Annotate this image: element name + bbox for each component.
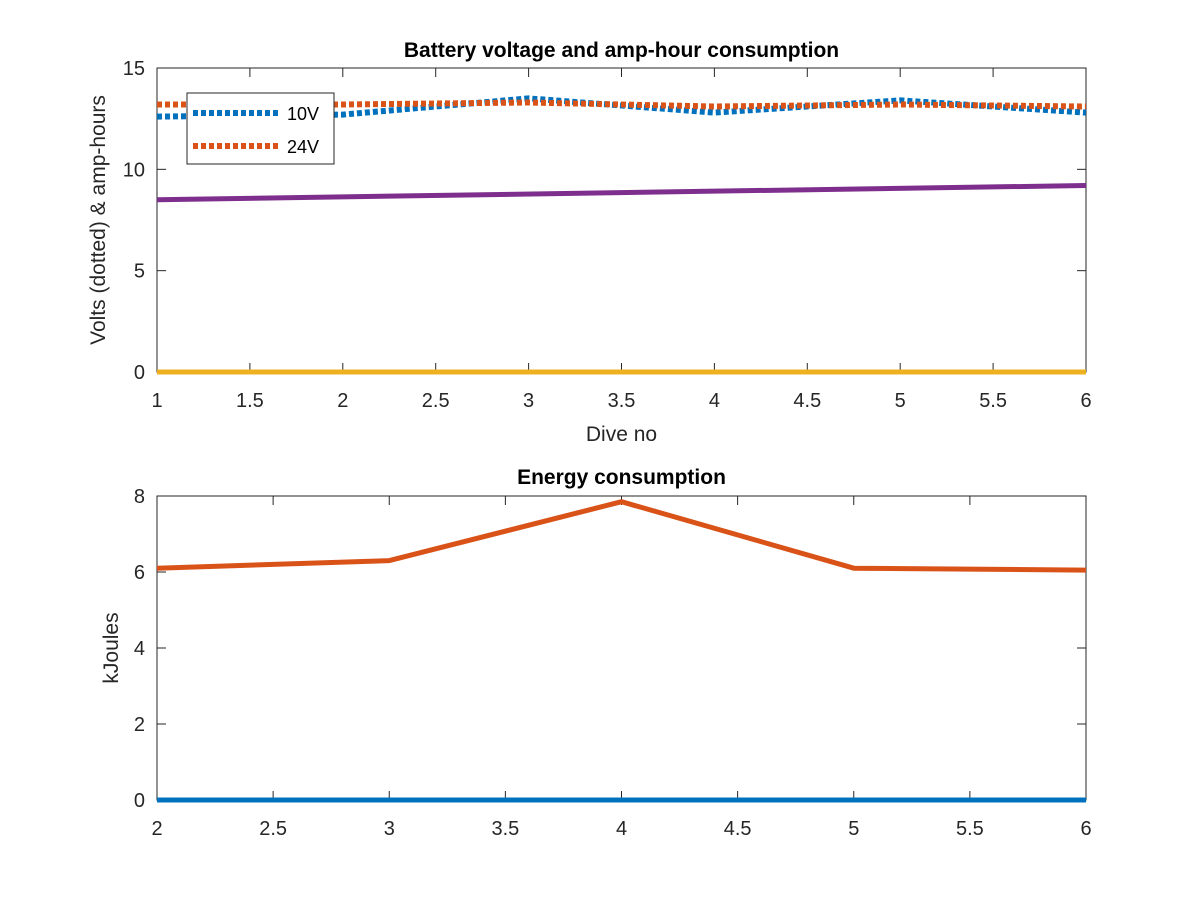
x-tick-label: 2.5 bbox=[422, 390, 450, 412]
x-tick-label: 1.5 bbox=[236, 390, 264, 412]
x-tick-label: 4 bbox=[709, 390, 720, 412]
x-tick-label: 3 bbox=[523, 390, 534, 412]
x-tick-label: 5 bbox=[895, 390, 906, 412]
x-tick-label: 4 bbox=[616, 818, 627, 840]
x-tick-label: 4.5 bbox=[724, 818, 752, 840]
x-tick-label: 6 bbox=[1080, 818, 1091, 840]
series-line-0 bbox=[156, 499, 1087, 573]
y-tick-label: 4 bbox=[134, 638, 145, 660]
y-axis-label: kJoules bbox=[100, 612, 123, 683]
y-tick-label: 2 bbox=[134, 714, 145, 736]
x-tick-label: 2 bbox=[151, 818, 162, 840]
energy-chart-title: Energy consumption bbox=[517, 466, 726, 489]
x-tick-label: 6 bbox=[1080, 390, 1091, 412]
y-tick-label: 8 bbox=[134, 486, 145, 508]
y-tick-label: 5 bbox=[134, 261, 145, 283]
x-tick-label: 5 bbox=[848, 818, 859, 840]
legend: 10V 24V bbox=[186, 92, 335, 165]
y-tick-label: 0 bbox=[134, 790, 145, 812]
battery-chart-title: Battery voltage and amp-hour consumption bbox=[404, 39, 839, 62]
legend-box bbox=[186, 92, 335, 165]
y-tick-label: 10 bbox=[123, 159, 145, 181]
x-tick-label: 4.5 bbox=[793, 390, 821, 412]
y-axis-label: Volts (dotted) & amp-hours bbox=[87, 95, 110, 345]
x-axis-label: Dive no bbox=[586, 423, 657, 446]
battery-voltage-plot: 1 1.5 2 2.5 3 3.5 4 4.5 5 5.5 6 0 5 10 15 Battery volta… bbox=[87, 39, 1092, 446]
y-tick-label: 0 bbox=[134, 362, 145, 384]
y-tick-label: 15 bbox=[123, 58, 145, 80]
x-tick-label: 3.5 bbox=[608, 390, 636, 412]
y-tick-label: 6 bbox=[134, 562, 145, 584]
legend-label: 24V bbox=[287, 137, 319, 157]
x-tick-label: 3 bbox=[384, 818, 395, 840]
x-tick-label: 2 bbox=[337, 390, 348, 412]
x-tick-label: 2.5 bbox=[259, 818, 287, 840]
x-tick-label: 1 bbox=[151, 390, 162, 412]
x-tick-label: 5.5 bbox=[956, 818, 984, 840]
x-tick-label: 5.5 bbox=[979, 390, 1007, 412]
legend-label: 10V bbox=[287, 104, 319, 124]
series-line-2 bbox=[156, 183, 1087, 203]
x-tick-label: 3.5 bbox=[491, 818, 519, 840]
